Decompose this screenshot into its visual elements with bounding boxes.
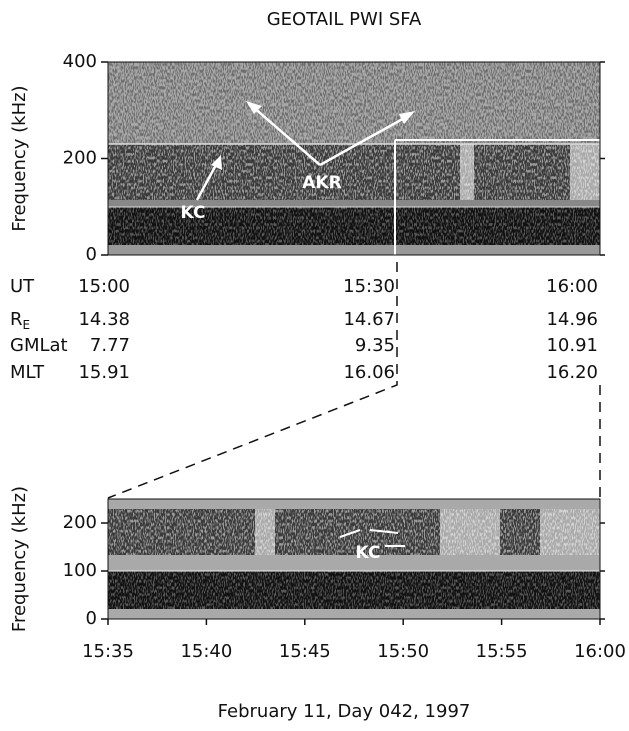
plot-frame [107,498,601,620]
spectrogram-image [108,62,600,255]
x-tick-label: 15:35 [82,641,134,662]
row-label: UT [10,276,35,297]
zoom-connector [107,262,601,499]
x-tick-label: 16:00 [574,641,626,662]
cell: 16:00 [546,276,598,297]
row-label: RE [10,309,30,332]
x-tick-label: 15:45 [279,641,331,662]
annotation: KC [356,543,381,563]
spectrogram-image [108,499,600,619]
footer: February 11, Day 042, 1997 [218,701,471,722]
title: GEOTAIL PWI SFA [267,9,422,30]
y-tick-label: 0 [86,244,97,265]
x-tick-label: 15:55 [476,641,528,662]
y-tick-label: 400 [63,51,97,72]
cell: 14.38 [78,309,130,330]
cell: 14.96 [546,309,598,330]
annotation: AKR [302,173,341,193]
row-label-subscript: E [23,318,31,332]
y-tick-label: 0 [86,608,97,629]
x-tick-label: 15:50 [377,641,429,662]
cell: 10.91 [546,335,598,356]
y-axis-label: Frequency (kHz) [9,85,30,231]
cell: 9.35 [355,335,395,356]
x-tick-label: 15:40 [180,641,232,662]
y-tick-label: 200 [63,148,97,169]
y-tick-label: 200 [63,512,97,533]
cell: 15:30 [343,276,395,297]
cell: 7.77 [90,335,130,356]
y-tick-label: 100 [63,560,97,581]
annotation: KC [181,203,206,223]
cell: 14.67 [343,309,395,330]
cell: 16.20 [546,362,598,383]
cell: 15.91 [78,362,130,383]
y-axis-label: Frequency (kHz) [9,486,30,632]
cell: 16.06 [343,362,395,383]
row-label: MLT [10,362,45,383]
cell: 15:00 [78,276,130,297]
row-label: GMLat [10,335,68,356]
